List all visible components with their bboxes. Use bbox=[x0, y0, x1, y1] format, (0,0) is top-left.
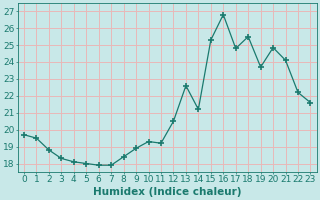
X-axis label: Humidex (Indice chaleur): Humidex (Indice chaleur) bbox=[93, 187, 242, 197]
